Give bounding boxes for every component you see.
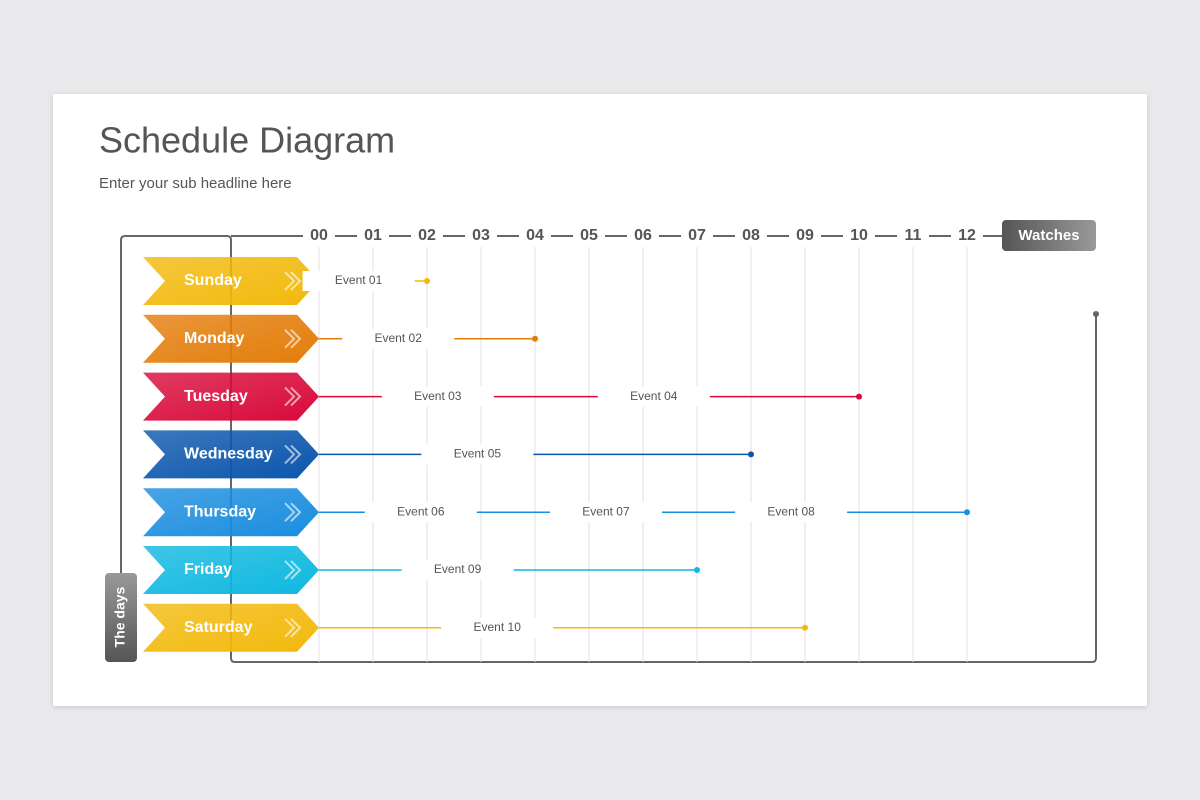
watches-label: Watches	[1018, 227, 1079, 244]
arrow-glyph	[284, 502, 302, 522]
day-arrow	[143, 314, 319, 363]
event-label: Event 10	[474, 620, 522, 634]
hour-label: 05	[580, 227, 598, 244]
event-end-dot	[964, 509, 970, 516]
event-label: Event 01	[335, 273, 383, 287]
subtitle: Enter your sub headline here	[99, 175, 292, 192]
event-end-dot	[748, 451, 754, 458]
day-label: Sunday	[184, 272, 242, 289]
day-arrow	[143, 603, 319, 652]
day-label: Thursday	[184, 503, 256, 520]
event-label-bg	[401, 560, 514, 580]
hour-label: 03	[472, 227, 490, 244]
hour-label: 04	[526, 227, 544, 244]
hour-label: 12	[958, 227, 976, 244]
event-end-dot	[532, 335, 538, 342]
arrow-glyph	[284, 386, 302, 407]
event-label-bg	[302, 271, 415, 291]
title: Schedule Diagram	[99, 120, 395, 161]
hour-label: 07	[688, 227, 706, 244]
event-label: Event 07	[582, 504, 630, 518]
day-arrow	[143, 257, 319, 305]
day-label: Saturday	[184, 619, 253, 636]
arrow-glyph	[284, 618, 302, 638]
day-arrow	[143, 546, 319, 594]
hour-label: 06	[634, 227, 652, 244]
event-label-bg	[735, 502, 848, 523]
schedule: 00 01 02 03 04 05 06 07 08 09 10 11 12 Sunday Event 01…	[143, 227, 976, 662]
day-arrow	[143, 372, 319, 421]
days-label: The days	[112, 586, 128, 647]
event-label: Event 04	[630, 389, 678, 403]
hour-label: 08	[742, 227, 760, 244]
event-label: Event 02	[375, 331, 423, 345]
day-label: Friday	[184, 561, 232, 578]
day-label: Tuesday	[184, 388, 248, 405]
hour-label: 10	[850, 227, 868, 244]
watches-box	[1002, 220, 1096, 251]
event-label-bg	[364, 502, 477, 523]
days-box	[105, 573, 137, 662]
event-end-dot	[424, 278, 430, 284]
event-label-bg	[549, 502, 662, 523]
event-end-dot	[694, 567, 700, 573]
day-label: Wednesday	[184, 446, 273, 463]
event-label: Event 06	[397, 504, 445, 518]
day-label: Monday	[184, 330, 245, 347]
day-arrow	[143, 488, 319, 537]
hour-label: 01	[364, 227, 382, 244]
arrow-glyph	[284, 329, 302, 349]
event-end-dot	[802, 624, 808, 631]
arrow-glyph	[284, 271, 302, 291]
frame-dot	[1093, 311, 1099, 317]
arrow-glyph	[284, 444, 302, 465]
day-arrow	[143, 430, 319, 479]
event-label-bg	[597, 386, 710, 407]
hour-label: 09	[796, 227, 814, 244]
hour-label: 02	[418, 227, 436, 244]
event-label-bg	[381, 386, 494, 407]
event-label-bg	[441, 617, 554, 638]
event-label: Event 08	[767, 504, 815, 518]
event-label-bg	[421, 444, 534, 465]
hour-label: 11	[905, 227, 922, 244]
event-label: Event 09	[434, 562, 482, 576]
event-label: Event 05	[454, 447, 502, 461]
event-label-bg	[342, 328, 455, 349]
event-label: Event 03	[414, 389, 462, 403]
hour-label: 00	[310, 227, 328, 244]
arrow-glyph	[284, 560, 302, 580]
event-end-dot	[856, 393, 862, 400]
